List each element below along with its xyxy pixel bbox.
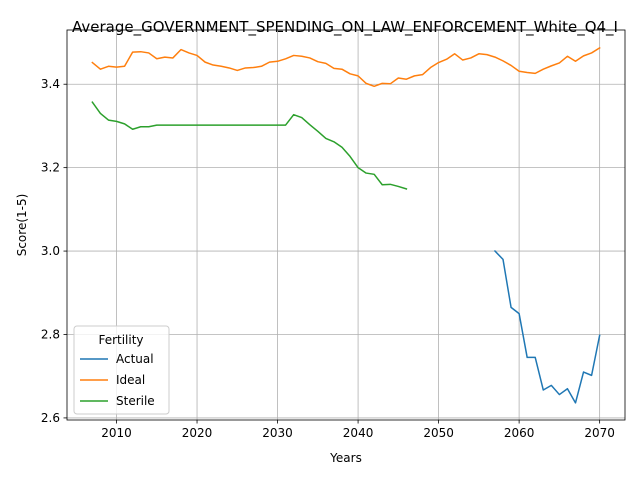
- grid-lines: [67, 30, 625, 420]
- y-axis-ticks: 2.6 2.8 3.0 3.2 3.4: [41, 77, 67, 425]
- series-lines: [91, 46, 601, 404]
- y-tick-label: 3.4: [41, 77, 60, 91]
- x-tick-label: 2060: [504, 426, 535, 440]
- legend: Fertility Actual Ideal Sterile: [73, 325, 170, 415]
- chart-title: Average_GOVERNMENT_SPENDING_ON_LAW_ENFOR…: [72, 18, 618, 37]
- y-tick-label: 3.0: [41, 244, 60, 258]
- x-tick-label: 2040: [343, 426, 374, 440]
- x-tick-label: 2050: [423, 426, 454, 440]
- x-axis-ticks: 2010 2020 2030 2040 2050 2060 2070: [101, 420, 615, 440]
- legend-box: [73, 325, 170, 415]
- legend-label-ideal: Ideal: [116, 373, 145, 387]
- series-line-ideal: [91, 46, 601, 88]
- legend-label-sterile: Sterile: [116, 394, 155, 408]
- legend-title: Fertility: [98, 333, 143, 347]
- y-tick-label: 2.8: [41, 327, 60, 341]
- y-tick-label: 2.6: [41, 411, 60, 425]
- y-axis-label: Score(1-5): [15, 194, 29, 257]
- x-tick-label: 2030: [262, 426, 293, 440]
- plot-frame: [66, 29, 626, 421]
- x-tick-label: 2020: [182, 426, 213, 440]
- x-axis-label: Years: [329, 451, 362, 465]
- x-tick-label: 2010: [101, 426, 132, 440]
- series-line-actual: [493, 250, 601, 404]
- x-tick-label: 2070: [584, 426, 615, 440]
- series-line-sterile: [91, 101, 408, 190]
- y-tick-label: 3.2: [41, 161, 60, 175]
- legend-label-actual: Actual: [116, 352, 154, 366]
